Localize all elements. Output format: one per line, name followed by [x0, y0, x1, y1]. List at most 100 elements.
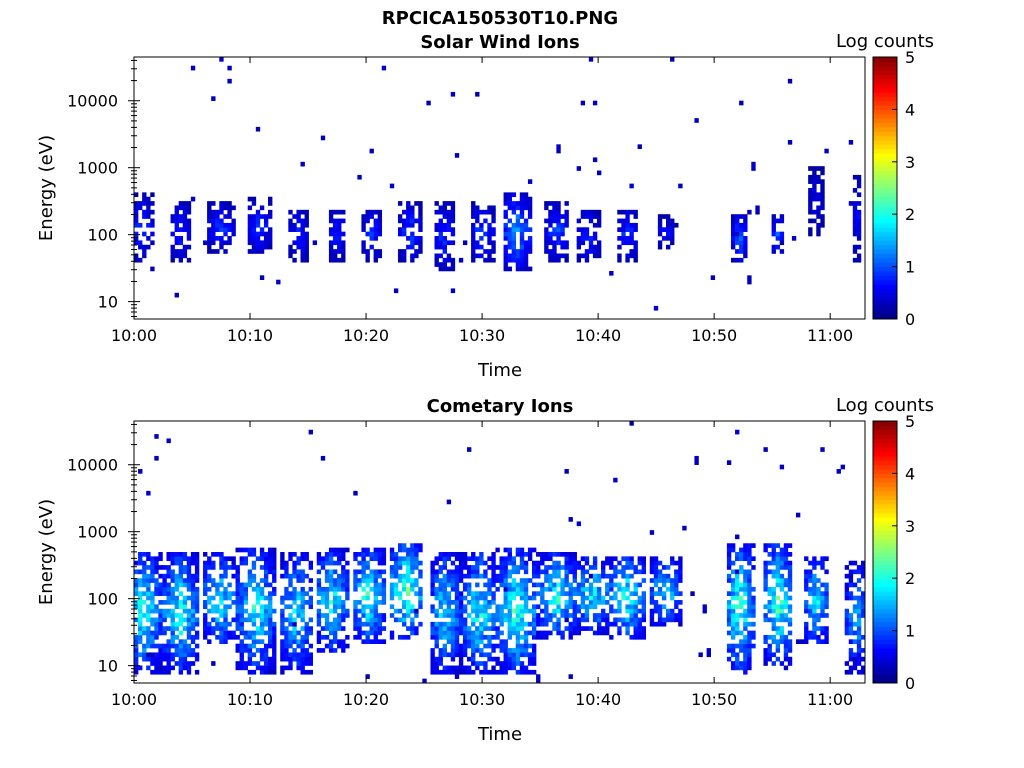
heatmap-cell: [414, 253, 419, 259]
heatmap-cell: [511, 236, 517, 241]
heatmap-cell: [625, 227, 630, 232]
heatmap-cell: [844, 613, 850, 618]
heatmap-cell: [641, 556, 646, 562]
heatmap-cell: [389, 634, 395, 640]
heatmap-cell: [434, 595, 439, 601]
heatmap-cell: [536, 552, 541, 557]
heatmap-cell: [272, 639, 277, 644]
heatmap-cell: [239, 626, 244, 631]
heatmap-cell: [527, 621, 533, 627]
heatmap-cell: [259, 205, 265, 211]
heatmap-cell: [251, 560, 257, 566]
heatmap-cell: [341, 547, 346, 553]
heatmap-cell: [438, 600, 443, 605]
heatmap-cell: [860, 600, 866, 605]
heatmap-cell: [462, 626, 468, 631]
heatmap-cell: [227, 582, 232, 588]
heatmap-cell: [223, 621, 228, 627]
heatmap-cell: [471, 257, 476, 263]
heatmap-cell: [438, 205, 443, 211]
heatmap-cell: [304, 218, 309, 224]
heatmap-cell: [633, 626, 638, 631]
heatmap-cell: [406, 634, 411, 640]
heatmap-cell: [483, 582, 488, 588]
heatmap-cell: [454, 586, 460, 592]
heatmap-cell: [812, 617, 817, 623]
heatmap-cell: [747, 279, 752, 285]
heatmap-cell: [751, 166, 756, 171]
heatmap-cell: [194, 578, 200, 583]
colorbar-segment: [873, 517, 897, 522]
heatmap-cell: [211, 578, 216, 583]
heatmap-cell: [787, 656, 793, 662]
heatmap-cell: [308, 595, 313, 601]
heatmap-cell: [860, 569, 866, 575]
heatmap-cell: [410, 608, 415, 614]
heatmap-cell: [576, 586, 582, 592]
heatmap-cell: [779, 626, 785, 631]
heatmap-cell: [446, 578, 452, 583]
heatmap-cell: [706, 652, 711, 658]
heatmap-cell: [462, 648, 468, 653]
heatmap-cell: [576, 626, 582, 631]
heatmap-cell: [670, 227, 675, 232]
heatmap-cell: [138, 240, 143, 246]
heatmap-cell: [263, 218, 269, 224]
heatmap-cell: [300, 552, 305, 557]
heatmap-cell: [779, 560, 785, 566]
heatmap-cell: [231, 227, 236, 232]
heatmap-cell: [170, 231, 175, 237]
heatmap-cell: [775, 608, 781, 614]
heatmap-cell: [633, 244, 638, 250]
heatmap-cell: [158, 669, 163, 675]
heatmap-cell: [726, 573, 732, 579]
heatmap-cell: [657, 240, 663, 246]
heatmap-cell: [251, 227, 257, 232]
heatmap-cell: [735, 556, 740, 562]
heatmap-cell: [178, 669, 184, 675]
heatmap-cell: [442, 266, 447, 272]
heatmap-cell: [527, 608, 533, 614]
heatmap-cell: [235, 582, 240, 588]
heatmap-cell: [580, 582, 586, 588]
heatmap-cell: [146, 556, 151, 562]
heatmap-cell: [556, 608, 561, 614]
heatmap-cell: [694, 460, 699, 465]
heatmap-cell: [730, 240, 736, 246]
heatmap-cell: [641, 595, 646, 601]
heatmap-cell: [288, 639, 293, 644]
heatmap-cell: [247, 569, 253, 575]
heatmap-cell: [146, 222, 151, 228]
heatmap-cell: [430, 626, 435, 631]
heatmap-cell: [499, 648, 504, 653]
heatmap-cell: [503, 591, 508, 596]
heatmap-cell: [324, 591, 330, 596]
heatmap-cell: [804, 582, 809, 588]
heatmap-cell: [410, 565, 415, 570]
heatmap-cell: [487, 591, 492, 596]
heatmap-cell: [637, 556, 642, 562]
heatmap-cell: [779, 578, 785, 583]
heatmap-cell: [150, 661, 155, 666]
heatmap-cell: [763, 565, 768, 570]
heatmap-cell: [268, 240, 273, 246]
heatmap-cell: [402, 253, 407, 259]
heatmap-cell: [596, 600, 602, 605]
heatmap-cell: [592, 157, 598, 163]
heatmap-cell: [771, 591, 776, 596]
heatmap-cell: [694, 455, 699, 461]
colorbar-tick-label: 4: [905, 100, 915, 119]
heatmap-cell: [747, 600, 752, 605]
heatmap-cell: [231, 634, 236, 640]
heatmap-cell: [751, 613, 756, 618]
heatmap-cell: [434, 669, 439, 675]
heatmap-cell: [596, 218, 602, 224]
heatmap-cell: [674, 586, 679, 592]
heatmap-cell: [568, 621, 573, 627]
heatmap-cell: [166, 573, 171, 579]
heatmap-cell: [365, 547, 370, 553]
heatmap-cell: [377, 556, 383, 562]
heatmap-cell: [820, 183, 825, 189]
heatmap-cell: [860, 591, 866, 596]
heatmap-cell: [507, 547, 512, 553]
